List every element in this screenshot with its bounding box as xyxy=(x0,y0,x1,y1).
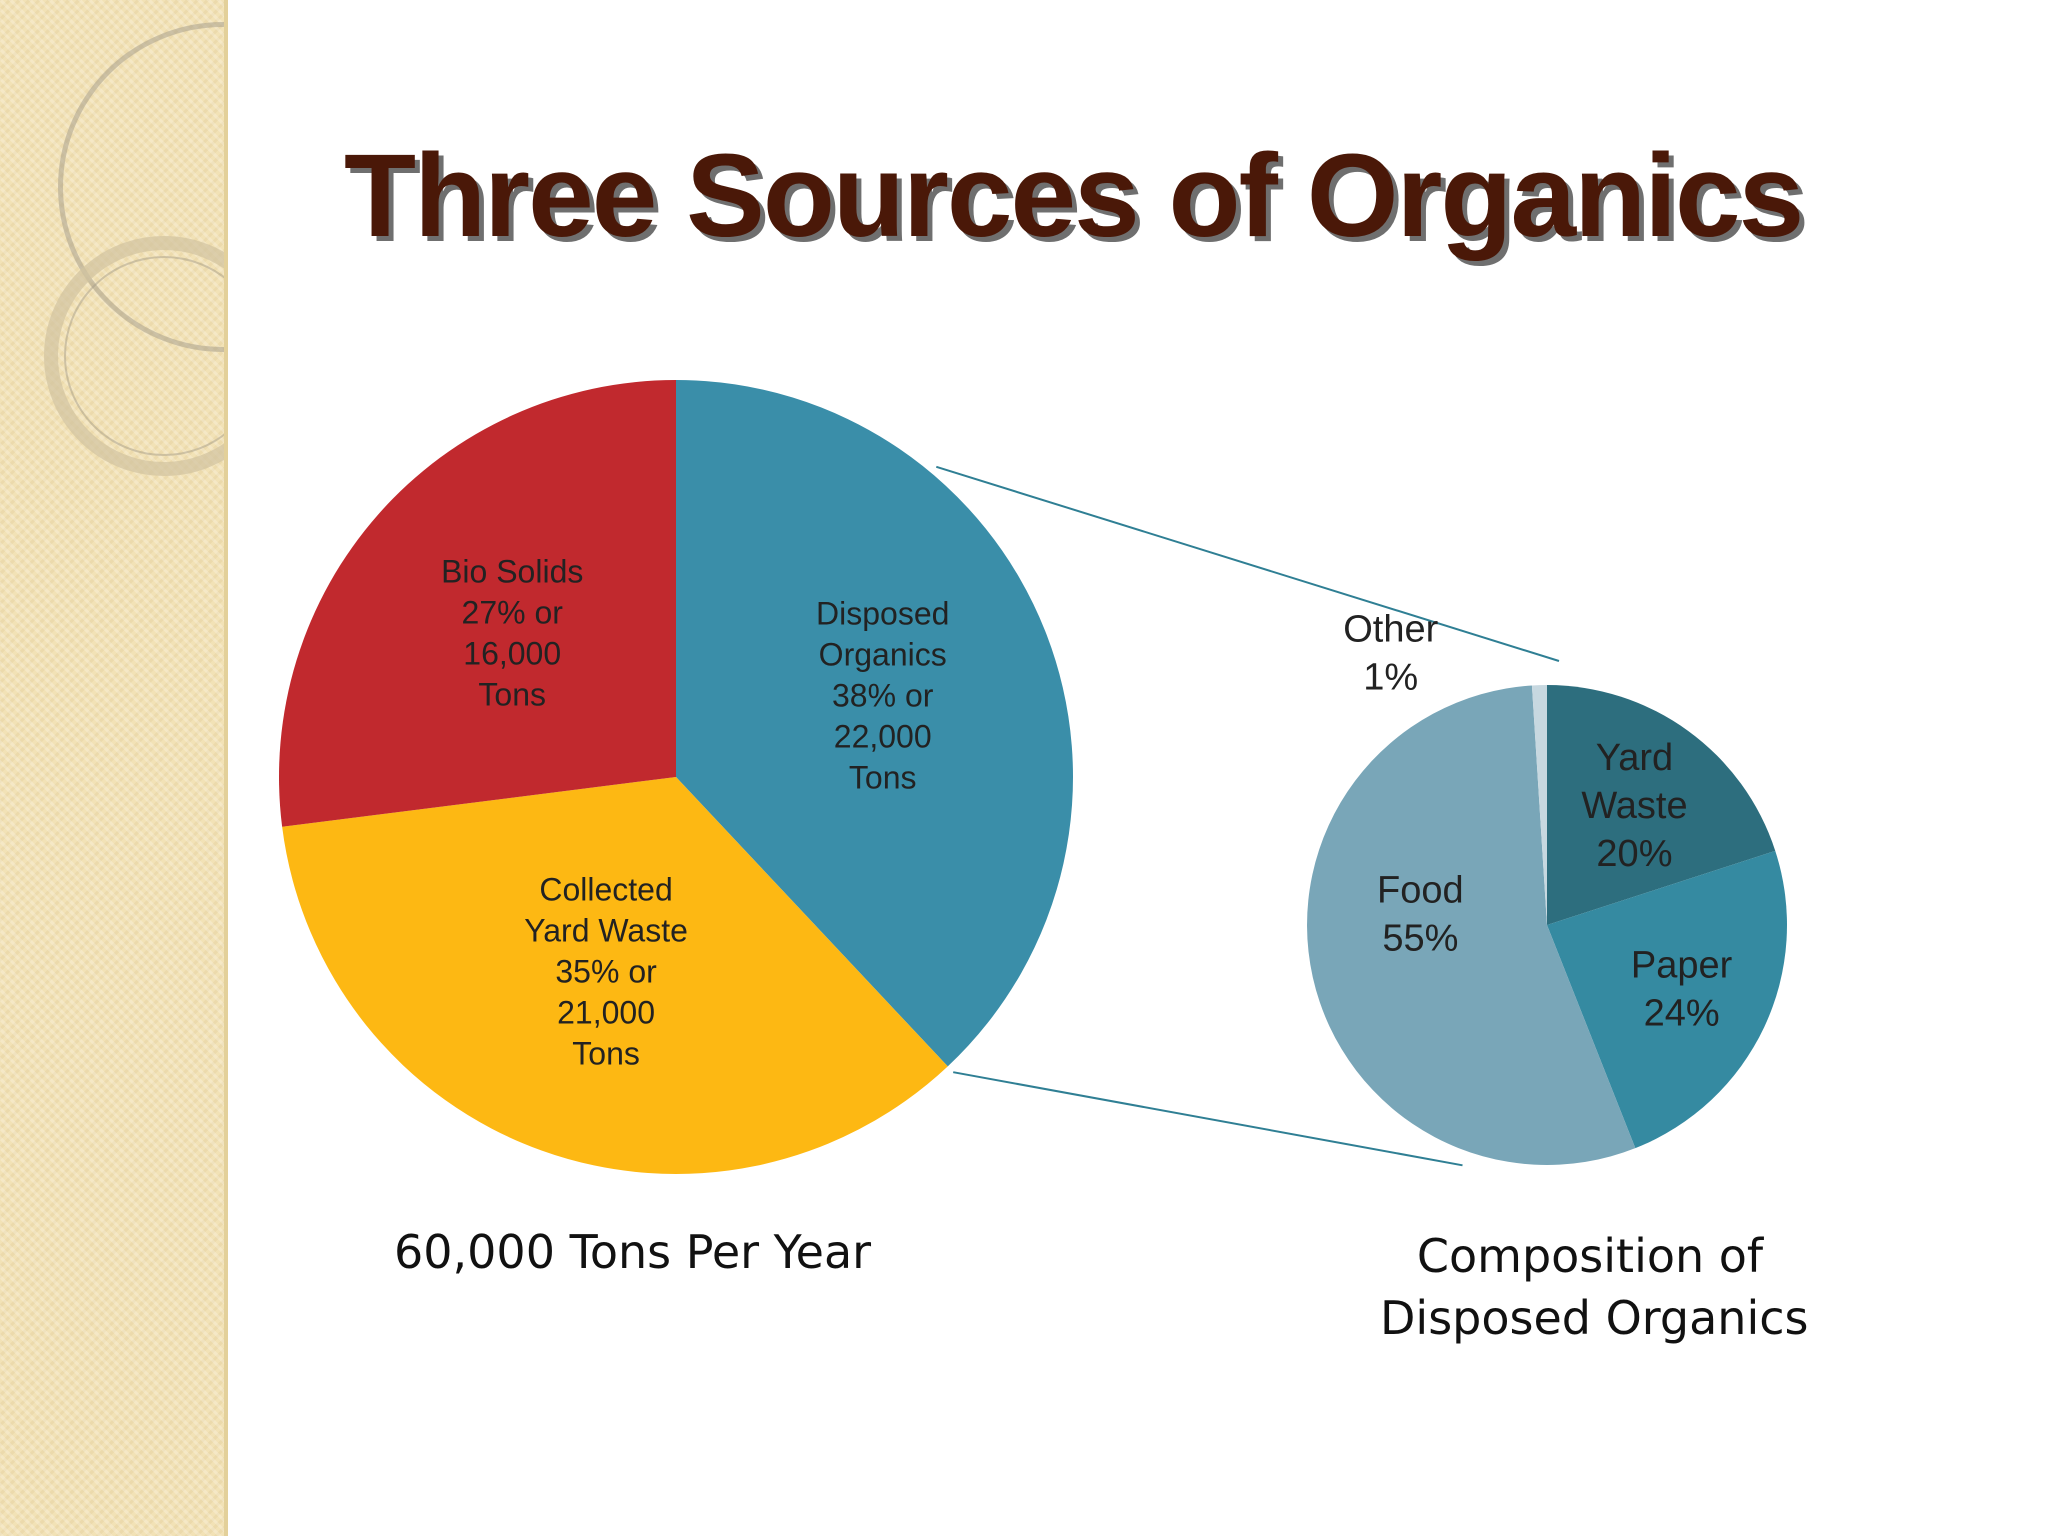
connector-line-bottom xyxy=(953,1071,1463,1167)
slice-disposed-organics-label-line: Tons xyxy=(849,759,917,795)
slice-yard-waste-label: Yard Waste 20% xyxy=(1581,737,1687,875)
slice-disposed-organics xyxy=(676,380,1074,1067)
slice-bio-solids xyxy=(278,380,676,827)
slice-other-label: Other 1% xyxy=(1343,609,1438,699)
sub-pie-caption-line: Composition of xyxy=(1416,1229,1764,1283)
slice-collected-yard-waste xyxy=(282,777,948,1175)
slice-other-label-line: Other xyxy=(1343,609,1438,651)
slice-disposed-organics-label-line: 22,000 xyxy=(834,718,932,754)
slice-paper-label-line: Paper xyxy=(1631,945,1733,987)
slice-yard-waste xyxy=(1547,685,1776,925)
slice-food-label: Food 55% xyxy=(1377,869,1464,959)
slice-collected-yard-waste-label-line: 35% or xyxy=(555,953,657,989)
slice-bio-solids-label-line: Bio Solids xyxy=(441,553,583,589)
slice-bio-solids-label-line: Tons xyxy=(478,676,546,712)
slice-other-label-line: 1% xyxy=(1363,657,1418,699)
slice-bio-solids-label-line: 27% or xyxy=(462,594,564,630)
slice-collected-yard-waste-label-line: Yard Waste xyxy=(524,912,688,948)
slice-bio-solids-label: Bio Solids 27% or 16,000 Tons xyxy=(441,553,583,712)
sub-pie-caption: Composition of Disposed Organics xyxy=(1380,1225,1809,1349)
slice-collected-yard-waste-label-line: 21,000 xyxy=(557,994,655,1030)
slice-bio-solids-label-line: 16,000 xyxy=(463,635,561,671)
slice-paper xyxy=(1547,850,1787,1149)
slice-food xyxy=(1307,685,1636,1165)
slice-disposed-organics-label-line: Disposed xyxy=(816,595,949,631)
slice-yard-waste-label-line: Yard xyxy=(1596,737,1673,779)
connector-line-top xyxy=(936,465,1560,662)
slice-yard-waste-label-line: Waste xyxy=(1581,785,1687,827)
slice-disposed-organics-label-line: 38% or xyxy=(832,677,934,713)
sub-pie-caption-line: Disposed Organics xyxy=(1380,1291,1809,1345)
slide-title: Three Sources of Organics xyxy=(344,130,1804,262)
slice-paper-label-line: 24% xyxy=(1644,993,1720,1035)
main-pie-caption: 60,000 Tons Per Year xyxy=(394,1225,872,1279)
slice-collected-yard-waste-label-line: Tons xyxy=(572,1035,640,1071)
slice-disposed-organics-label: Disposed Organics 38% or 22,000 Tons xyxy=(816,595,949,795)
slice-collected-yard-waste-label: Collected Yard Waste 35% or 21,000 Tons xyxy=(524,871,688,1071)
slice-yard-waste-label-line: 20% xyxy=(1596,833,1672,875)
slice-disposed-organics-label-line: Organics xyxy=(819,636,947,672)
slice-paper-label: Paper 24% xyxy=(1631,945,1733,1035)
decorative-side-band xyxy=(0,0,228,1536)
slice-food-label-line: Food xyxy=(1377,869,1464,911)
slice-collected-yard-waste-label-line: Collected xyxy=(539,871,672,907)
slice-food-label-line: 55% xyxy=(1382,917,1458,959)
side-band-edge xyxy=(224,0,228,1536)
slice-other xyxy=(1531,685,1547,925)
